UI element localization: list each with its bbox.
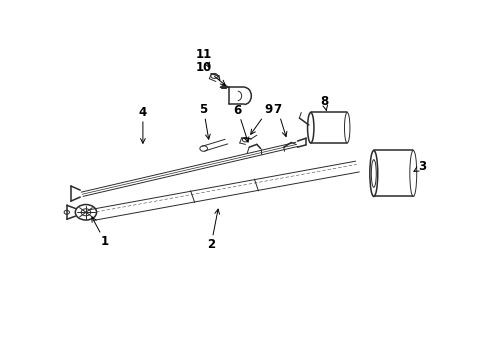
- Text: 5: 5: [199, 103, 210, 139]
- Text: 10: 10: [196, 61, 225, 85]
- Text: 6: 6: [234, 104, 249, 142]
- Text: 8: 8: [320, 95, 328, 111]
- Text: 2: 2: [207, 209, 220, 251]
- Text: 7: 7: [273, 103, 287, 136]
- Text: 11: 11: [196, 48, 212, 67]
- Text: 9: 9: [251, 103, 272, 134]
- Text: 3: 3: [414, 160, 426, 173]
- Bar: [221, 86, 226, 89]
- Text: 4: 4: [139, 106, 147, 143]
- Text: 1: 1: [92, 217, 109, 248]
